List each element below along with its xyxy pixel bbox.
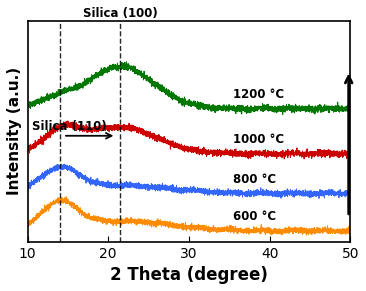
Text: Silica (110): Silica (110) [31,120,106,133]
Text: 1000 °C: 1000 °C [233,133,284,146]
Text: Silica (100): Silica (100) [83,7,158,20]
Y-axis label: Intensity (a.u.): Intensity (a.u.) [7,67,22,195]
Text: 600 °C: 600 °C [233,210,276,223]
Text: 1200 °C: 1200 °C [233,88,284,101]
X-axis label: 2 Theta (degree): 2 Theta (degree) [110,266,268,284]
Text: 800 °C: 800 °C [233,173,276,186]
